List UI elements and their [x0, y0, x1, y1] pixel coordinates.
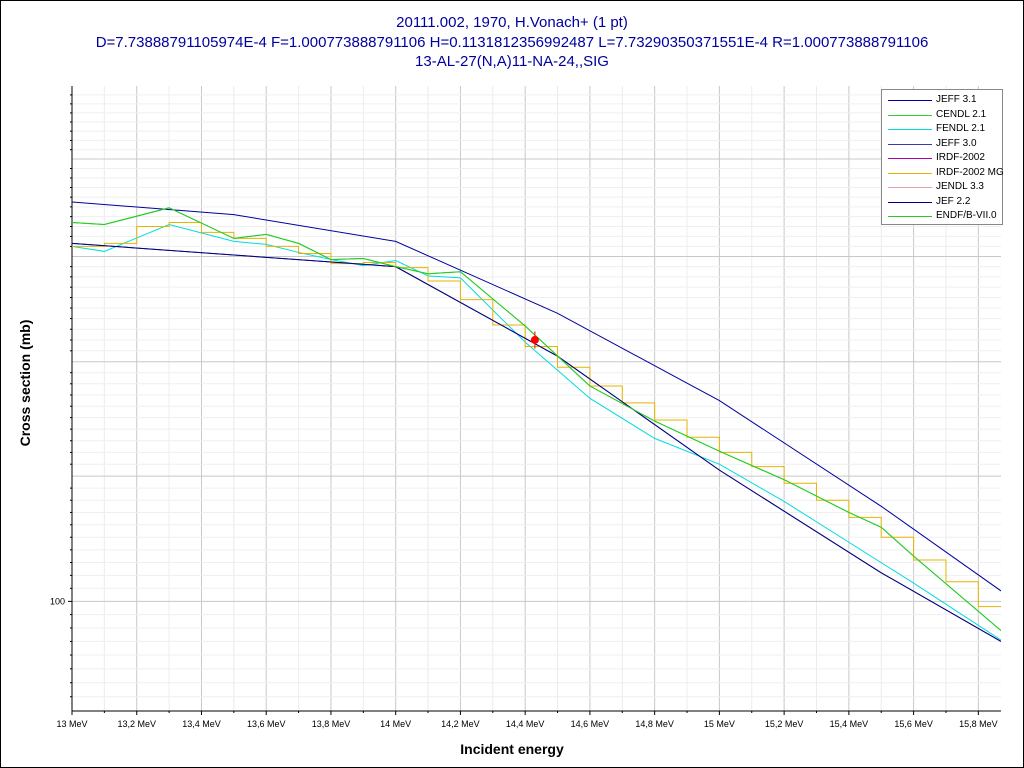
y-axis-ticks: 100 [50, 94, 72, 698]
legend-label: JENDL 3.3 [936, 181, 984, 192]
x-tick-label: 13,6 MeV [247, 719, 286, 729]
legend-swatch [888, 216, 932, 217]
legend-label: CENDL 2.1 [936, 108, 987, 120]
x-tick-label: 14,2 MeV [441, 719, 480, 729]
x-tick-label: 15,4 MeV [830, 719, 869, 729]
legend-label: JEF 2.2 [936, 195, 971, 207]
experimental-data-point [530, 335, 539, 344]
chart-series [72, 201, 1001, 642]
legend-entry: CENDL 2.1 [882, 109, 1002, 123]
series-line-jeff-3-1 [72, 201, 1001, 592]
chart-grid [71, 86, 1001, 711]
x-tick-label: 15,6 MeV [894, 719, 933, 729]
legend-swatch [888, 143, 932, 145]
x-tick-label: 13 MeV [56, 719, 87, 729]
chart-legend: JEFF 3.1 CENDL 2.1 FENDL 2.1 JEFF 3.0 IRDF-2… [881, 89, 1004, 225]
legend-entry: JENDL 3.3 [882, 181, 1002, 195]
experimental-points [530, 331, 539, 349]
x-tick-label: 14,4 MeV [506, 719, 545, 729]
legend-entry: ENDF/B-VII.0 [882, 210, 1002, 224]
x-tick-label: 15 MeV [704, 719, 735, 729]
legend-label: IRDF-2002 MG [936, 166, 1004, 178]
chart-title-line-3: 13-AL-27(N,A)11-NA-24,,SIG [415, 53, 609, 70]
chart-title-line-2: D=7.73888791105974E-4 F=1.00077388879110… [95, 34, 929, 51]
legend-swatch [888, 129, 932, 130]
chart-axes [71, 86, 1001, 712]
y-axis-label: Cross section (mb) [17, 319, 33, 447]
legend-swatch [888, 187, 932, 188]
series-line-irdf-2002-mg [72, 222, 1001, 608]
legend-entry: IRDF-2002 MG [882, 166, 1004, 181]
series-line-jef-2-2 [72, 242, 1001, 642]
legend-label: FENDL 2.1 [936, 123, 986, 134]
x-tick-label: 14 MeV [380, 719, 411, 729]
legend-entry: FENDL 2.1 [882, 123, 1002, 137]
legend-label: JEFF 3.1 [936, 94, 977, 105]
x-tick-label: 14,6 MeV [571, 719, 610, 729]
legend-swatch [888, 158, 932, 159]
legend-label: IRDF-2002 [936, 152, 985, 163]
x-axis-ticks: 13 MeV 13,2 MeV 13,4 MeV 13,6 MeV 13,8 MeV 14… [56, 711, 998, 729]
legend-entry: JEFF 3.0 [882, 138, 1002, 152]
series-line-endf-b-vii-0 [72, 207, 1001, 632]
legend-entry: JEF 2.2 [882, 196, 1002, 210]
series-line-jeff-3-0 [72, 242, 1001, 642]
x-tick-label: 15,2 MeV [765, 719, 804, 729]
x-tick-label: 15,8 MeV [959, 719, 998, 729]
y-tick-label: 100 [50, 596, 65, 606]
legend-swatch [888, 172, 932, 174]
legend-label: ENDF/B-VII.0 [936, 210, 997, 221]
legend-entry: IRDF-2002 [882, 152, 1002, 166]
legend-swatch [888, 114, 932, 116]
x-tick-label: 13,4 MeV [182, 719, 221, 729]
legend-swatch [888, 201, 932, 203]
legend-label: JEFF 3.0 [936, 137, 977, 149]
legend-swatch [888, 100, 932, 101]
series-line-cendl-2-1 [72, 207, 1001, 632]
x-tick-label: 14,8 MeV [635, 719, 674, 729]
legend-entry: JEFF 3.1 [882, 94, 1002, 108]
x-tick-label: 13,8 MeV [312, 719, 351, 729]
x-axis-label: Incident energy [460, 741, 564, 757]
chart-title-line-1: 20111.002, 1970, H.Vonach+ (1 pt) [396, 14, 628, 31]
x-tick-label: 13,2 MeV [117, 719, 156, 729]
